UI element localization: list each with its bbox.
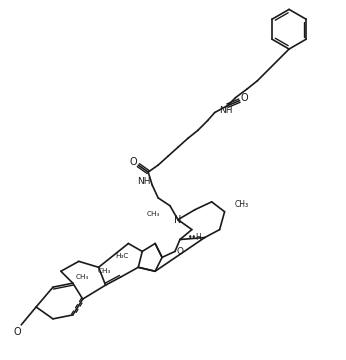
Text: NH: NH [220,106,233,115]
Text: NH: NH [137,177,150,186]
Text: CH₃: CH₃ [235,200,249,209]
Text: CH₃: CH₃ [76,274,89,280]
Text: CH₃: CH₃ [147,211,160,217]
Text: O: O [13,327,21,337]
Text: ••H: ••H [188,233,203,242]
Text: H₃C: H₃C [115,253,128,260]
Text: CH₃: CH₃ [97,268,110,274]
Text: O: O [176,247,183,256]
Text: O: O [129,157,137,167]
Text: O: O [240,93,248,103]
Text: N: N [174,215,182,225]
